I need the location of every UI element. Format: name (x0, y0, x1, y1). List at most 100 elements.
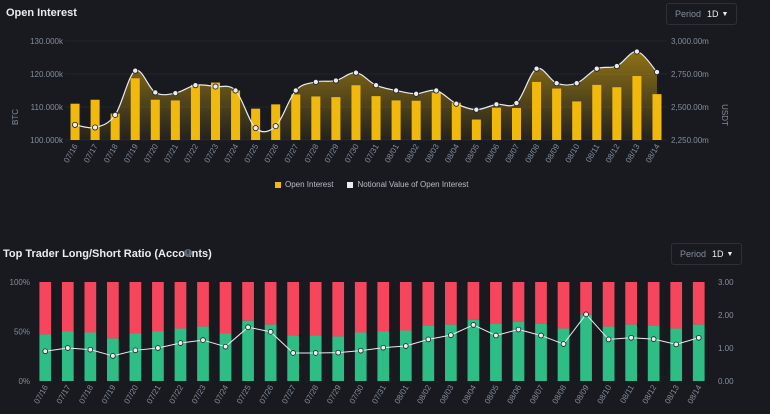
oi-period-label: Period (675, 9, 702, 19)
notional-point (613, 63, 620, 70)
notional-point (473, 106, 480, 113)
short-bar (287, 282, 299, 336)
short-bar (152, 282, 164, 332)
oi-bar (471, 119, 481, 140)
oi-bar (451, 102, 461, 140)
x-tick-label: 07/22 (182, 142, 200, 164)
long-bar (287, 335, 299, 381)
x-tick-label: 07/24 (222, 142, 240, 164)
x-tick-label: 07/22 (167, 383, 185, 405)
x-tick-label: 08/07 (503, 142, 521, 164)
short-bar (129, 282, 142, 334)
x-tick-label: 07/24 (212, 383, 230, 405)
short-bar (219, 282, 232, 334)
x-tick-label: 07/23 (202, 142, 220, 164)
short-bar (61, 282, 74, 332)
short-bar (625, 282, 637, 325)
x-tick-label: 08/03 (438, 383, 456, 405)
notional-point (493, 101, 500, 108)
long-bar (625, 324, 637, 381)
x-tick-label: 08/01 (393, 383, 411, 405)
x-tick-label: 07/23 (190, 383, 208, 405)
ls-period-selector[interactable]: Period 1D ▼ (671, 243, 743, 265)
x-tick-label: 08/08 (550, 383, 568, 405)
notional-point (453, 100, 460, 107)
oi-bar (552, 88, 562, 140)
oi-bar (532, 81, 542, 140)
short-bar (354, 282, 367, 333)
oi-left-axis-label: BTC (11, 109, 20, 125)
right-tick-label: 1.00 (718, 344, 734, 353)
oi-bar (170, 100, 180, 140)
right-tick-label: 3.00 (718, 278, 734, 287)
oi-bar (612, 87, 622, 140)
long-bar (445, 324, 457, 381)
long-bar (107, 338, 119, 381)
chevron-down-icon: ▼ (721, 10, 729, 18)
long-bar (84, 332, 97, 381)
left-tick-label: 110.000k (31, 103, 64, 112)
legend-label: Notional Value of Open Interest (357, 180, 469, 189)
oi-bar (311, 96, 321, 140)
ratio-point (560, 341, 567, 347)
x-tick-label: 08/02 (415, 383, 433, 405)
long-bar (399, 330, 412, 381)
oi-legend: Open Interest Notional Value of Open Int… (275, 180, 469, 189)
long-bar (377, 331, 390, 381)
legend-swatch-white (347, 181, 354, 188)
ratio-point (110, 353, 116, 359)
notional-point (553, 80, 560, 87)
left-tick-label: 50% (14, 328, 30, 337)
long-bar (422, 325, 435, 381)
right-tick-label: 3,000.00m (671, 37, 709, 46)
notional-point (593, 65, 600, 72)
right-tick-label: 2,500.00m (671, 103, 709, 112)
x-tick-label: 07/26 (263, 142, 281, 164)
x-tick-label: 08/13 (663, 383, 681, 405)
ratio-point (155, 345, 161, 351)
oi-bar (431, 92, 441, 140)
x-tick-label: 07/28 (303, 142, 321, 164)
oi-bar (150, 99, 160, 140)
right-tick-label: 2,250.00m (671, 136, 709, 145)
ratio-point (132, 347, 139, 354)
legend-label: Open Interest (285, 180, 334, 189)
x-tick-label: 08/02 (403, 142, 421, 164)
long-bar (647, 325, 660, 381)
notional-point (72, 121, 79, 128)
legend-item-notional-value[interactable]: Notional Value of Open Interest (347, 180, 469, 189)
oi-bar (371, 96, 381, 140)
ratio-point (695, 334, 702, 341)
x-tick-label: 07/29 (323, 142, 341, 164)
info-icon[interactable]: i (184, 249, 192, 257)
short-bar (467, 282, 480, 320)
x-tick-label: 08/10 (564, 142, 582, 164)
oi-bar (130, 78, 140, 140)
x-tick-label: 07/29 (325, 383, 343, 405)
x-tick-label: 08/11 (584, 142, 602, 164)
long-bar (512, 321, 525, 381)
short-bar (692, 282, 705, 325)
notional-point (352, 69, 359, 76)
long-bar (467, 319, 480, 381)
x-tick-label: 08/14 (644, 142, 662, 164)
oi-period-value: 1D (707, 9, 719, 19)
x-tick-label: 07/18 (77, 383, 95, 405)
x-tick-label: 08/04 (460, 383, 478, 405)
ratio-point (267, 329, 274, 335)
oi-bar (572, 101, 582, 140)
ratio-point (87, 346, 94, 353)
notional-point (92, 124, 99, 131)
notional-point (152, 89, 159, 96)
long-bar (309, 335, 322, 381)
oi-period-selector[interactable]: Period 1D ▼ (666, 3, 738, 25)
oi-bar (110, 113, 120, 140)
x-tick-label: 08/05 (463, 142, 481, 164)
x-tick-label: 08/10 (596, 383, 614, 405)
notional-point (292, 87, 299, 94)
oi-bar (391, 100, 401, 140)
ratio-point (448, 332, 454, 338)
legend-item-open-interest[interactable]: Open Interest (275, 180, 333, 189)
oi-bar (351, 85, 361, 140)
short-bar (332, 282, 345, 337)
